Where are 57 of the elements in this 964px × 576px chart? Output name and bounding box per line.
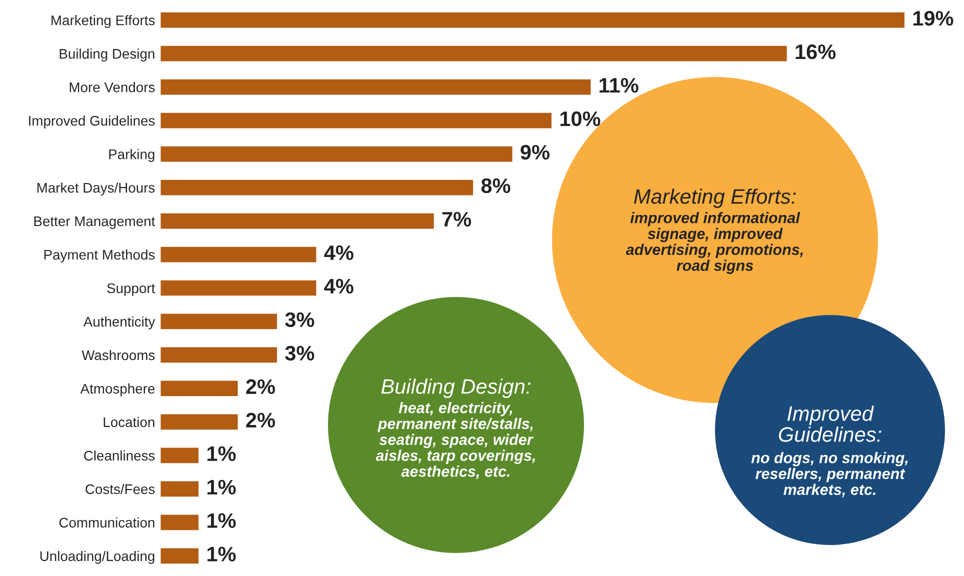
bar: [160, 312, 278, 331]
y-tick-label: Unloading/Loading: [40, 550, 154, 564]
y-tick-label: Better Management: [34, 216, 156, 229]
y-tick-label: Atmosphere: [80, 383, 155, 396]
data-label: 3%: [285, 312, 314, 328]
bar: [160, 78, 592, 96]
data-label: 10%: [560, 111, 600, 126]
bar: [160, 546, 200, 565]
data-label: 4%: [324, 278, 354, 294]
y-tick-label: Costs/Fees: [86, 484, 155, 494]
bar: [160, 44, 788, 63]
y-tick-label: More Vendors: [70, 82, 155, 92]
annotation: no dogs, no smoking, resellers, permanent markets, etc.: [751, 452, 908, 498]
data-label: 3%: [285, 346, 314, 361]
data-label: 2%: [246, 379, 275, 394]
data-label: 9%: [520, 144, 550, 160]
y-tick-label: Building Design: [60, 48, 154, 62]
bar: [160, 11, 906, 30]
bar: [160, 412, 240, 432]
data-label: 1%: [207, 546, 236, 562]
y-tick-label: Improved Guidelines: [29, 116, 155, 128]
data-label: 1%: [207, 446, 236, 461]
bar: [160, 446, 200, 465]
y-tick-label: Location: [104, 416, 154, 428]
y-tick-label: Marketing Efforts: [52, 15, 155, 28]
bar: [160, 111, 553, 130]
data-label: 11%: [600, 78, 638, 93]
bar: [160, 346, 278, 364]
bar: [160, 480, 200, 498]
y-tick-label: Communication: [59, 517, 154, 528]
annotation: Marketing Efforts:: [634, 188, 796, 208]
annotation: Building Design:: [381, 378, 530, 398]
bar: [160, 212, 436, 230]
bar: [160, 245, 318, 264]
y-tick-label: Market Days/Hours: [37, 182, 155, 196]
y-tick-label: Cleanliness: [84, 450, 155, 461]
bar: [160, 144, 514, 164]
y-tick-label: Parking: [109, 149, 154, 162]
bar: [160, 278, 318, 298]
data-label: 19%: [913, 10, 954, 26]
data-label: 16%: [796, 44, 836, 60]
data-label: 7%: [442, 212, 472, 227]
data-label: 4%: [324, 245, 354, 260]
y-tick-label: Payment Methods: [44, 249, 155, 262]
y-tick-label: Washrooms: [82, 350, 155, 360]
data-label: 1%: [207, 513, 236, 528]
annotation: Improved Guidelines:: [778, 406, 882, 442]
data-label: 1%: [207, 480, 236, 494]
y-tick-label: Support: [107, 283, 156, 296]
annotation: improved informational signage, improved advertising, promotions, road signs: [626, 212, 803, 274]
annotation: heat, electricity, permanent site/stalls, seating, space, wider aisles, tarp coverings, aesthetics, etc.: [376, 402, 535, 480]
y-tick-label: Authenticity: [83, 316, 156, 330]
bar: [160, 379, 240, 398]
bar: [160, 513, 200, 532]
data-label: 8%: [481, 178, 510, 194]
data-label: 2%: [246, 412, 275, 428]
bar: [160, 178, 474, 197]
